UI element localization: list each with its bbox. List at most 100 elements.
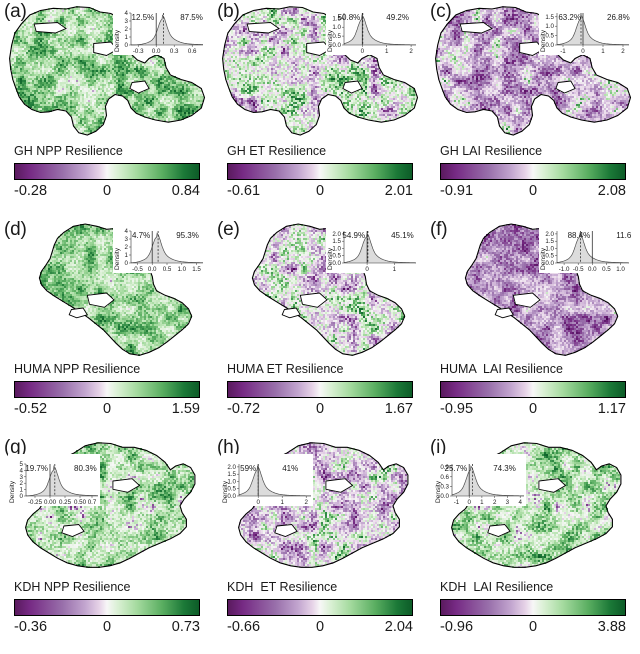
colorbar-title-e: HUMA ET Resilience — [227, 363, 343, 376]
panel-a: (a) 0 1 2 3 4 -0.3 0.0 0.3 0.6 Density 12.5% 87.5% GH… — [0, 0, 213, 218]
inset-ylabel: Density — [9, 480, 16, 503]
panel-label-h: (h) — [217, 438, 240, 457]
colorbar-f — [440, 381, 626, 398]
panel-c: (c) 0.0 0.5 1.0 1.5 -1 0 1 2 Density 63.2% 26.8% GH … — [426, 0, 639, 218]
colorbar-tick-mid-h: 0 — [316, 618, 324, 636]
colorbar-tick-mid-c: 0 — [529, 182, 537, 200]
colorbar-tick-mid-e: 0 — [316, 400, 324, 418]
colorbar-ticks-f: -0.95 0 1.17 — [440, 400, 626, 418]
colorbar-ticks-a: -0.28 0 0.84 — [14, 182, 200, 200]
density-inset-f: 0.0 0.5 1.0 1.5 2.0 -1.0 -0.5 0.0 0.5 1.0 Density 8… — [539, 221, 631, 273]
density-inset: 0.00.51.01.52.0-1.0 -0.5 0.0 0.5 1.0Density8… — [539, 221, 631, 273]
colorbar-title-i: KDH LAI Resilience — [440, 581, 553, 594]
colorbar-i — [440, 599, 626, 616]
inset-ylabel: Density — [327, 247, 334, 270]
density-inset-d: 0 1 2 3 4 -0.5 0.0 0.5 1.0 1.5 Density 4.7% 95.3% — [113, 221, 205, 273]
pct-positive: 41% — [282, 464, 298, 473]
colorbar-h — [227, 599, 413, 616]
map-outline — [9, 6, 206, 136]
colorbar-tick-high-a: 0.84 — [172, 182, 200, 200]
density-inset-h: 0.0 0.5 1.0 1.5 2.0 0 1 2 Density 59% 41% — [221, 454, 313, 506]
density-inset-b: 0.0 0.5 1.0 1.5 0 1 2 Density 50.8% 49.2% — [326, 3, 418, 55]
inset-ylabel: Density — [222, 480, 229, 503]
colorbar-tick-low-h: -0.66 — [227, 618, 260, 636]
colorbar-tick-mid-d: 0 — [103, 400, 111, 418]
colorbar-tick-mid-f: 0 — [529, 400, 537, 418]
colorbar-g — [14, 599, 200, 616]
colorbar-b — [227, 163, 413, 180]
colorbar-d — [14, 381, 200, 398]
colorbar-tick-low-f: -0.95 — [440, 400, 473, 418]
panel-label-d: (d) — [4, 220, 27, 239]
map-f — [426, 218, 639, 368]
panel-e: (e) 0.0 0.5 1.0 1.5 2.0 0 1 Density 54.9% 45.1% HUM… — [213, 218, 426, 436]
colorbar-a — [14, 163, 200, 180]
colorbar-tick-mid-b: 0 — [316, 182, 324, 200]
colorbar-tick-high-e: 1.67 — [385, 400, 413, 418]
svg-text:1: 1 — [125, 34, 129, 41]
colorbar-ticks-g: -0.36 0 0.73 — [14, 618, 200, 636]
colorbar-title-b: GH ET Resilience — [227, 145, 326, 158]
colorbar-title-d: HUMA NPP Resilience — [14, 363, 140, 376]
density-inset-c: 0.0 0.5 1.0 1.5 -1 0 1 2 Density 63.2% 26.8% — [539, 3, 631, 55]
svg-text:4: 4 — [125, 10, 129, 17]
panel-label-b: (b) — [217, 2, 240, 21]
inset-ylabel: Density — [114, 29, 121, 52]
pct-negative: 4.7% — [132, 231, 150, 240]
colorbar-tick-mid-a: 0 — [103, 182, 111, 200]
colorbar-tick-low-g: -0.36 — [14, 618, 47, 636]
panel-label-g: (g) — [4, 438, 27, 457]
panel-b: (b) 0.0 0.5 1.0 1.5 0 1 2 Density 50.8% 49.2% GH ET… — [213, 0, 426, 218]
colorbar-ticks-e: -0.72 0 1.67 — [227, 400, 413, 418]
colorbar-tick-low-b: -0.61 — [227, 182, 260, 200]
colorbar-tick-high-g: 0.73 — [172, 618, 200, 636]
map-outline — [435, 6, 632, 136]
inset-ylabel: Density — [327, 29, 334, 52]
colorbar-ticks-i: -0.96 0 3.88 — [440, 618, 626, 636]
map-raster — [435, 6, 632, 136]
pct-positive: 95.3% — [176, 231, 199, 240]
map-outline — [451, 442, 622, 568]
panel-label-e: (e) — [217, 220, 240, 239]
colorbar-e — [227, 381, 413, 398]
svg-text:2: 2 — [125, 26, 129, 33]
map-c — [426, 0, 639, 150]
svg-text:0.0: 0.0 — [152, 48, 161, 55]
map-outline — [251, 223, 406, 356]
pct-positive: 87.5% — [180, 13, 203, 22]
panel-h: (h) 0.0 0.5 1.0 1.5 2.0 0 1 2 Density 59% 41% KDH ET… — [213, 436, 426, 654]
colorbar-tick-mid-i: 0 — [529, 618, 537, 636]
map-outline — [25, 442, 196, 568]
colorbar-tick-high-i: 3.88 — [598, 618, 626, 636]
colorbar-ticks-h: -0.66 0 2.04 — [227, 618, 413, 636]
colorbar-title-h: KDH ET Resilience — [227, 581, 337, 594]
svg-text:0.6: 0.6 — [188, 48, 197, 55]
pct-positive: 49.2% — [386, 13, 409, 22]
panel-label-f: (f) — [430, 220, 448, 239]
colorbar-ticks-d: -0.52 0 1.59 — [14, 400, 200, 418]
colorbar-tick-high-f: 1.17 — [598, 400, 626, 418]
inset-ylabel: Density — [114, 247, 121, 270]
colorbar-tick-high-c: 2.08 — [598, 182, 626, 200]
colorbar-ticks-c: -0.91 0 2.08 — [440, 182, 626, 200]
colorbar-ticks-b: -0.61 0 2.01 — [227, 182, 413, 200]
pct-negative: 12.5% — [132, 13, 155, 22]
svg-text:0.3: 0.3 — [170, 48, 179, 55]
pct-negative: 25.7% — [445, 464, 468, 473]
colorbar-tick-mid-g: 0 — [103, 618, 111, 636]
panel-label-a: (a) — [4, 2, 27, 21]
pct-negative: 59% — [240, 464, 256, 473]
map-pixels — [436, 6, 630, 134]
svg-text:-0.3: -0.3 — [133, 48, 144, 55]
colorbar-title-c: GH LAI Resilience — [440, 145, 542, 158]
density-inset-e: 0.0 0.5 1.0 1.5 2.0 0 1 Density 54.9% 45.1% — [326, 221, 418, 273]
colorbar-tick-low-c: -0.91 — [440, 182, 473, 200]
colorbar-tick-high-h: 2.04 — [385, 618, 413, 636]
inset-ylabel: Density — [540, 29, 547, 52]
